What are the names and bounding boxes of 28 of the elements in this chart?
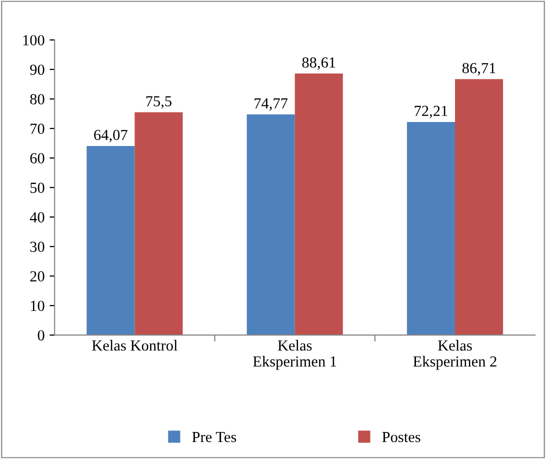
y-tick-label: 30 <box>30 242 44 252</box>
bar <box>455 79 504 336</box>
bar <box>246 114 295 336</box>
y-tick-label: 70 <box>30 124 44 134</box>
legend-label: Pre Tes <box>192 432 236 442</box>
y-tick-label: 20 <box>30 271 44 282</box>
y-tick-label: 10 <box>30 300 44 312</box>
data-label: 86,71 <box>462 62 496 76</box>
x-tick-label: Kelas Kontrol <box>92 340 178 351</box>
data-label: 64,07 <box>94 130 128 142</box>
data-label: 75,5 <box>146 96 172 109</box>
y-tick-label: 40 <box>30 212 44 222</box>
x-tick-label: Kelas Eksperimen 1 <box>253 340 336 370</box>
y-tick-label: 80 <box>30 94 44 104</box>
data-label: 72,21 <box>414 106 448 118</box>
y-tick-label: 100 <box>23 35 44 46</box>
y-tick-label: 90 <box>30 64 44 75</box>
legend-label: Postes <box>382 432 420 442</box>
bar <box>294 74 343 336</box>
y-tick-label: 60 <box>30 153 44 164</box>
bar <box>86 146 135 336</box>
y-tick-label: 50 <box>30 182 44 193</box>
bar <box>134 112 183 336</box>
x-tick-label: Kelas Eksperimen 2 <box>413 340 496 370</box>
y-tick-label: 0 <box>38 330 44 341</box>
data-label: 88,61 <box>302 57 336 70</box>
data-label: 74,77 <box>254 98 288 111</box>
bar <box>406 122 455 336</box>
